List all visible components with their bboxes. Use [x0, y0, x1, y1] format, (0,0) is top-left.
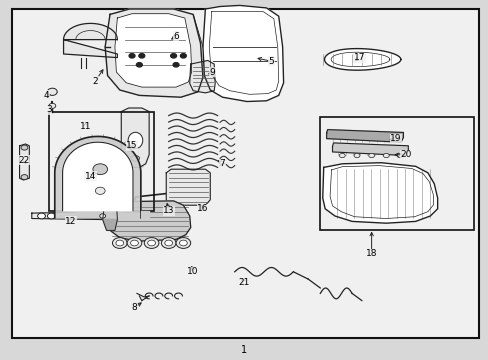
Polygon shape: [55, 211, 141, 218]
Circle shape: [129, 54, 135, 58]
Circle shape: [396, 153, 402, 158]
Polygon shape: [166, 169, 210, 205]
Circle shape: [47, 88, 57, 95]
Circle shape: [179, 240, 187, 246]
Text: 13: 13: [163, 206, 174, 215]
Circle shape: [21, 145, 28, 150]
Circle shape: [383, 153, 388, 158]
Circle shape: [130, 240, 138, 246]
Polygon shape: [107, 201, 190, 241]
Circle shape: [353, 153, 359, 158]
Circle shape: [93, 164, 107, 175]
Bar: [320, 117, 473, 230]
Ellipse shape: [128, 132, 142, 149]
Circle shape: [176, 238, 190, 248]
Text: 21: 21: [238, 278, 250, 287]
Circle shape: [144, 238, 159, 248]
Circle shape: [136, 63, 142, 67]
Text: 14: 14: [84, 172, 96, 181]
Text: 10: 10: [187, 267, 199, 276]
Text: 16: 16: [197, 204, 208, 213]
Polygon shape: [105, 9, 203, 97]
Circle shape: [170, 54, 176, 58]
Text: 17: 17: [353, 53, 365, 62]
Text: 22: 22: [19, 156, 30, 165]
Text: 8: 8: [131, 303, 137, 312]
Polygon shape: [121, 108, 149, 167]
Polygon shape: [189, 60, 215, 93]
Circle shape: [38, 213, 45, 219]
Polygon shape: [32, 212, 107, 220]
Circle shape: [339, 153, 345, 158]
Circle shape: [47, 213, 55, 219]
Circle shape: [164, 240, 172, 246]
Text: 19: 19: [389, 134, 401, 143]
Text: 7: 7: [219, 159, 225, 168]
Polygon shape: [203, 5, 283, 102]
Circle shape: [368, 153, 374, 158]
Circle shape: [180, 54, 186, 58]
Circle shape: [161, 238, 176, 248]
Circle shape: [116, 240, 123, 246]
Circle shape: [100, 214, 105, 218]
Text: 12: 12: [65, 217, 77, 226]
Text: 20: 20: [399, 150, 411, 159]
Circle shape: [112, 238, 127, 248]
Text: 5: 5: [268, 57, 274, 66]
Circle shape: [21, 175, 28, 180]
Polygon shape: [324, 49, 400, 70]
Polygon shape: [102, 200, 117, 230]
Text: 3: 3: [46, 105, 52, 114]
Text: 18: 18: [365, 249, 377, 258]
Bar: [49, 112, 154, 211]
Polygon shape: [332, 143, 407, 156]
Text: 11: 11: [80, 122, 91, 131]
Polygon shape: [55, 136, 141, 218]
Circle shape: [49, 103, 56, 108]
Polygon shape: [20, 144, 29, 180]
Circle shape: [147, 240, 155, 246]
Text: 6: 6: [173, 32, 179, 41]
Polygon shape: [63, 23, 117, 58]
Circle shape: [131, 156, 139, 161]
Circle shape: [95, 187, 105, 194]
Polygon shape: [326, 130, 403, 142]
Text: 9: 9: [209, 68, 215, 77]
Circle shape: [173, 63, 179, 67]
Circle shape: [127, 238, 142, 248]
Text: 15: 15: [126, 141, 138, 150]
Polygon shape: [115, 14, 191, 87]
Polygon shape: [322, 163, 437, 223]
Text: 1: 1: [241, 345, 247, 355]
Circle shape: [139, 54, 144, 58]
Polygon shape: [62, 142, 133, 211]
Text: 2: 2: [92, 77, 98, 86]
Text: 4: 4: [43, 91, 49, 100]
